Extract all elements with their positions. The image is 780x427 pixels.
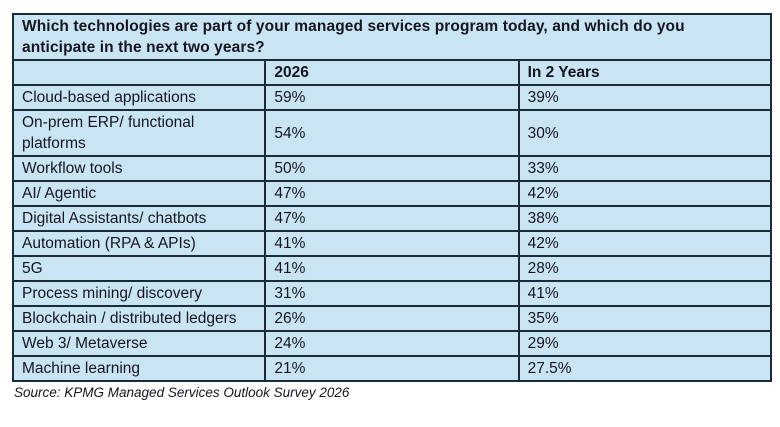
value-in2years-cell: 42% bbox=[517, 180, 773, 207]
table-row: Workflow tools 50% 33% bbox=[11, 155, 773, 182]
value-in2years-cell: 38% bbox=[517, 205, 773, 232]
survey-table: Which technologies are part of your mana… bbox=[11, 13, 773, 382]
column-header-in2years: In 2 Years bbox=[517, 59, 773, 86]
value-in2years-cell: 39% bbox=[517, 84, 773, 111]
tech-cell: On-prem ERP/ functional platforms bbox=[11, 109, 267, 157]
header-row: 2026 In 2 Years bbox=[11, 59, 773, 86]
table-row: Blockchain / distributed ledgers 26% 35% bbox=[11, 305, 773, 332]
tech-cell: Machine learning bbox=[11, 355, 267, 382]
value-in2years-cell: 30% bbox=[517, 109, 773, 157]
tech-cell: AI/ Agentic bbox=[11, 180, 267, 207]
column-header-2026: 2026 bbox=[264, 59, 520, 86]
table-row: Automation (RPA & APIs) 41% 42% bbox=[11, 230, 773, 257]
value-2026-cell: 41% bbox=[264, 230, 520, 257]
table-row: On-prem ERP/ functional platforms 54% 30… bbox=[11, 109, 773, 157]
value-2026-cell: 47% bbox=[264, 205, 520, 232]
value-in2years-cell: 27.5% bbox=[517, 355, 773, 382]
table-row: 5G 41% 28% bbox=[11, 255, 773, 282]
value-2026-cell: 21% bbox=[264, 355, 520, 382]
table-row: Machine learning 21% 27.5% bbox=[11, 355, 773, 382]
table-row: AI/ Agentic 47% 42% bbox=[11, 180, 773, 207]
value-2026-cell: 41% bbox=[264, 255, 520, 282]
table-title: Which technologies are part of your mana… bbox=[12, 13, 772, 61]
source-attribution: Source: KPMG Managed Services Outlook Su… bbox=[14, 385, 350, 400]
title-row: Which technologies are part of your mana… bbox=[12, 13, 772, 61]
value-in2years-cell: 33% bbox=[517, 155, 773, 182]
value-in2years-cell: 42% bbox=[517, 230, 773, 257]
value-2026-cell: 54% bbox=[264, 109, 520, 157]
survey-table-container: Which technologies are part of your mana… bbox=[11, 13, 773, 401]
tech-cell: Digital Assistants/ chatbots bbox=[11, 205, 267, 232]
table-row: Digital Assistants/ chatbots 47% 38% bbox=[11, 205, 773, 232]
tech-cell: Web 3/ Metaverse bbox=[11, 330, 267, 357]
tech-cell: Blockchain / distributed ledgers bbox=[11, 305, 267, 332]
tech-cell: 5G bbox=[11, 255, 267, 282]
table-row: Cloud-based applications 59% 39% bbox=[11, 84, 773, 111]
column-header-tech bbox=[11, 59, 267, 86]
tech-cell: Process mining/ discovery bbox=[11, 280, 267, 307]
value-2026-cell: 26% bbox=[264, 305, 520, 332]
table-row: Web 3/ Metaverse 24% 29% bbox=[11, 330, 773, 357]
value-in2years-cell: 28% bbox=[517, 255, 773, 282]
value-2026-cell: 50% bbox=[264, 155, 520, 182]
value-in2years-cell: 35% bbox=[517, 305, 773, 332]
value-2026-cell: 59% bbox=[264, 84, 520, 111]
value-in2years-cell: 41% bbox=[517, 280, 773, 307]
value-2026-cell: 24% bbox=[264, 330, 520, 357]
value-2026-cell: 31% bbox=[264, 280, 520, 307]
value-2026-cell: 47% bbox=[264, 180, 520, 207]
table-row: Process mining/ discovery 31% 41% bbox=[11, 280, 773, 307]
tech-cell: Automation (RPA & APIs) bbox=[11, 230, 267, 257]
value-in2years-cell: 29% bbox=[517, 330, 773, 357]
tech-cell: Workflow tools bbox=[11, 155, 267, 182]
tech-cell: Cloud-based applications bbox=[11, 84, 267, 111]
